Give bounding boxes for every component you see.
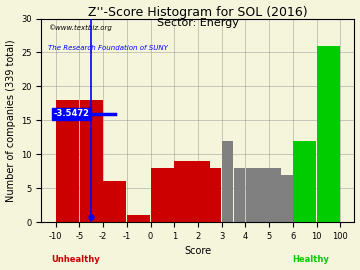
- Text: Healthy: Healthy: [292, 255, 329, 264]
- Bar: [234, 168, 245, 222]
- Bar: [174, 161, 186, 222]
- Text: Sector: Energy: Sector: Energy: [157, 18, 239, 28]
- Text: Unhealthy: Unhealthy: [51, 255, 100, 264]
- Text: The Research Foundation of SUNY: The Research Foundation of SUNY: [48, 45, 168, 51]
- Bar: [127, 215, 150, 222]
- Bar: [293, 141, 316, 222]
- Bar: [198, 161, 210, 222]
- Bar: [151, 168, 174, 222]
- Bar: [222, 141, 233, 222]
- Bar: [56, 100, 79, 222]
- Text: ©www.textbiz.org: ©www.textbiz.org: [48, 25, 112, 31]
- Bar: [281, 175, 293, 222]
- Bar: [210, 168, 221, 222]
- Bar: [257, 168, 269, 222]
- Bar: [80, 100, 103, 222]
- Text: -3.5472: -3.5472: [54, 109, 90, 118]
- Bar: [246, 168, 257, 222]
- X-axis label: Score: Score: [184, 247, 212, 256]
- Bar: [186, 161, 198, 222]
- Bar: [103, 181, 126, 222]
- Bar: [317, 46, 340, 222]
- Title: Z''-Score Histogram for SOL (2016): Z''-Score Histogram for SOL (2016): [88, 6, 308, 19]
- Y-axis label: Number of companies (339 total): Number of companies (339 total): [5, 39, 15, 202]
- Bar: [269, 168, 281, 222]
